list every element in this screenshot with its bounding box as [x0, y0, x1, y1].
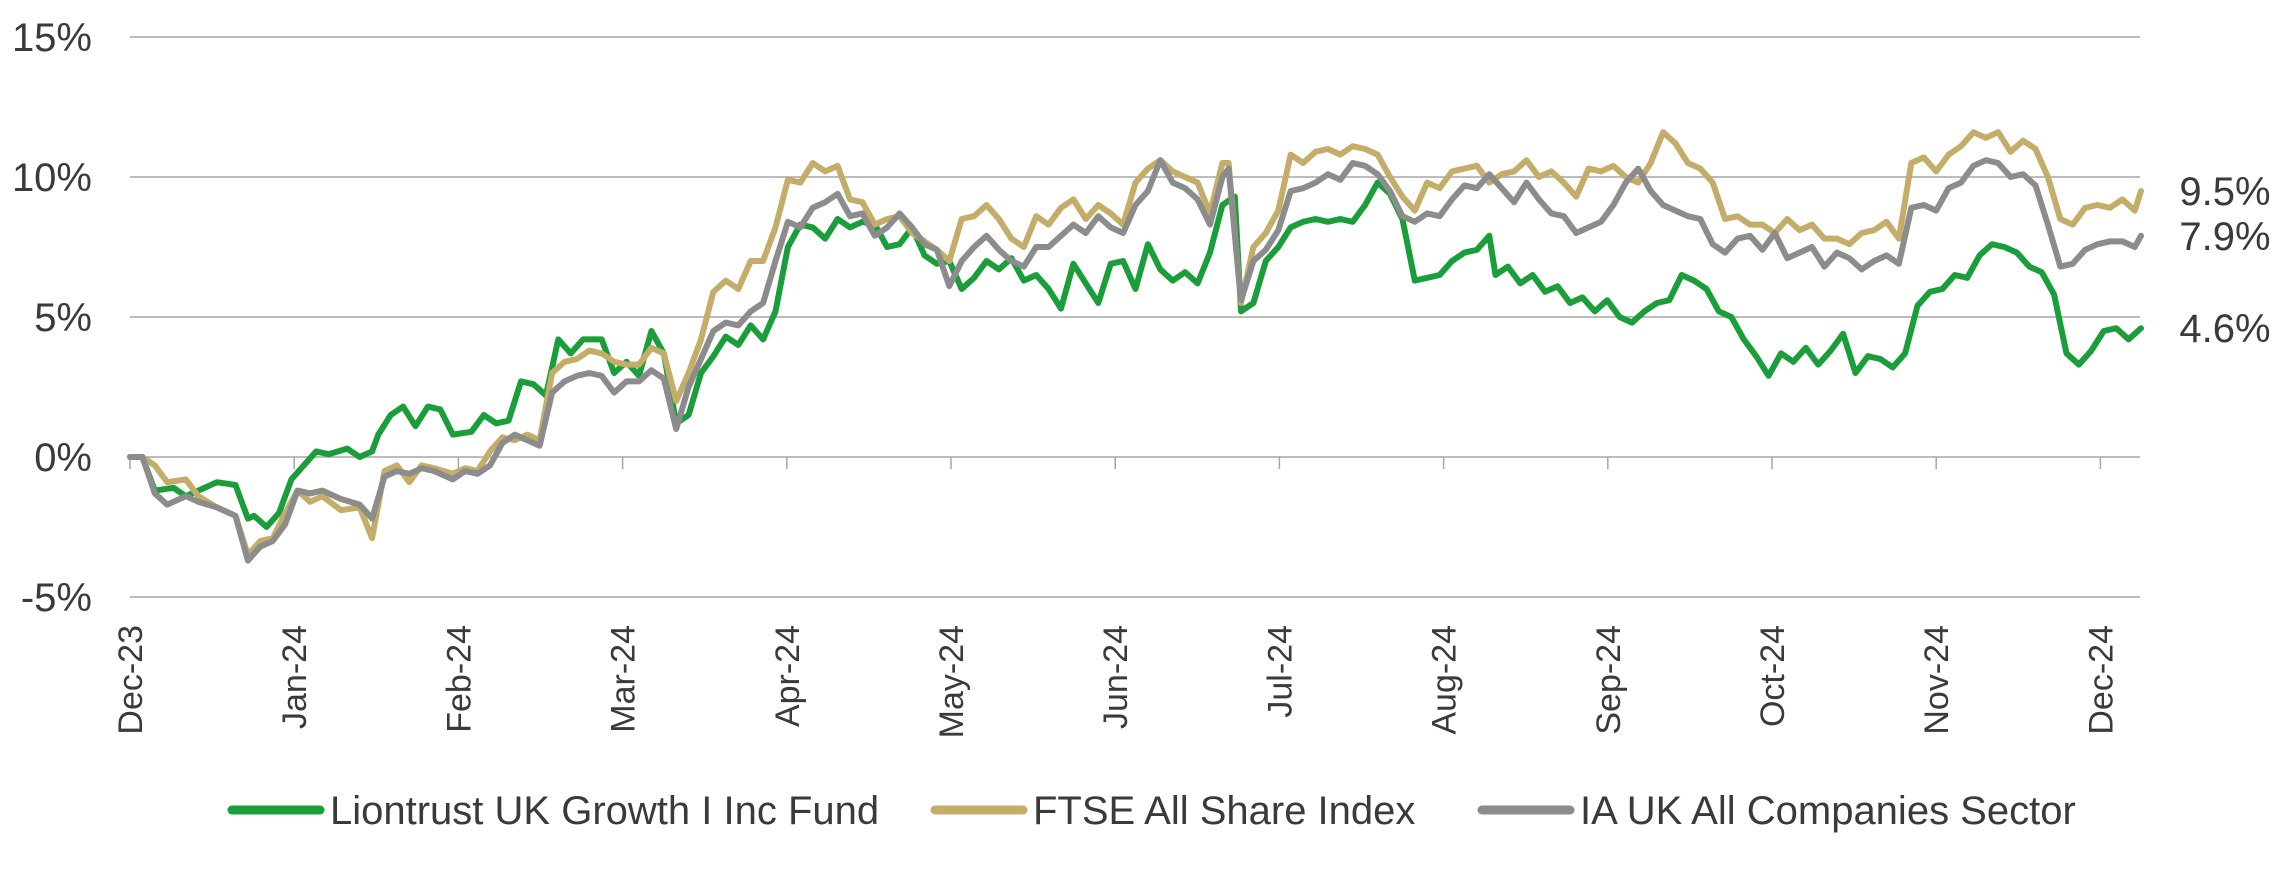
series-line-0 [127, 179, 2144, 530]
y-tick-label: 5% [34, 296, 92, 340]
x-tick-label: Feb-24 [440, 625, 478, 733]
x-tick-label: Jan-24 [276, 625, 314, 729]
x-tick-label: Dec-23 [112, 625, 150, 735]
legend: Liontrust UK Growth I Inc Fund FTSE All S… [227, 789, 2076, 833]
end-labels: 4.6% 9.5%7.9% [2179, 170, 2270, 351]
x-tick-label: Dec-24 [2082, 625, 2120, 735]
end-value-label-2: 7.9% [2179, 215, 2270, 259]
x-tick-label: Jun-24 [1097, 625, 1135, 729]
legend-label-2: IA UK All Companies Sector [1580, 789, 2076, 833]
y-tick-label: 0% [34, 436, 92, 480]
y-axis: -5% 0% 5% 10% 15% [12, 16, 92, 620]
y-tick-label: 10% [12, 156, 92, 200]
y-tick-label: -5% [21, 576, 92, 620]
series-line-2 [127, 157, 2144, 564]
legend-label-1: FTSE All Share Index [1033, 789, 1415, 833]
x-tick-label: Nov-24 [1918, 625, 1956, 735]
x-tick-label: Aug-24 [1426, 625, 1464, 735]
x-tick-label: May-24 [933, 625, 971, 738]
y-tick-label: 15% [12, 16, 92, 60]
x-tick-label: Apr-24 [769, 625, 807, 727]
end-value-label-0: 4.6% [2179, 307, 2270, 351]
gridlines [130, 36, 2140, 598]
series-lines [127, 129, 2144, 564]
x-tick-label: Mar-24 [605, 625, 643, 733]
x-tick-label: Oct-24 [1754, 625, 1792, 727]
legend-label-0: Liontrust UK Growth I Inc Fund [330, 789, 879, 833]
x-tick-label: Sep-24 [1590, 625, 1628, 735]
end-value-label-1: 9.5% [2179, 170, 2270, 214]
x-tick-label: Jul-24 [1261, 625, 1299, 718]
x-axis: Dec-23 Jan-24 Feb-24 Mar-24 Apr-24 May-24 Jun-… [112, 457, 2120, 738]
